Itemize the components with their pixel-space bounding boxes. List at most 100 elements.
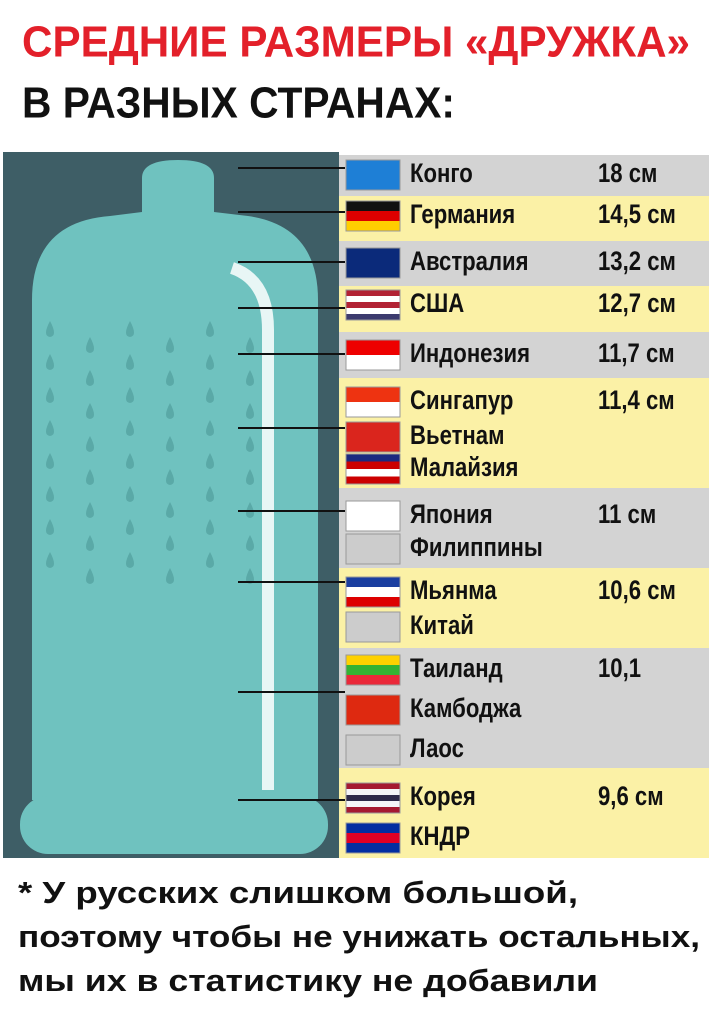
- country-name: Сингапур: [410, 386, 513, 416]
- spike: [246, 337, 254, 353]
- flag: [345, 500, 401, 532]
- group-band: [339, 196, 709, 241]
- flag: [345, 822, 401, 854]
- flag: [345, 654, 401, 686]
- country-name: Мьянма: [410, 576, 497, 606]
- flag: [345, 533, 401, 565]
- size-label: 18 см: [598, 159, 657, 189]
- flag-stripe: [346, 422, 400, 438]
- spike: [126, 387, 134, 403]
- size-label: 10,6 см: [598, 576, 676, 606]
- spike: [206, 486, 214, 502]
- flag-border: [345, 654, 401, 686]
- flag-stripe: [346, 296, 400, 303]
- spike: [246, 403, 254, 419]
- country-name: Япония: [410, 500, 493, 530]
- footnote-line: * У русских слишком большой,: [18, 875, 578, 910]
- group-band: [339, 241, 709, 286]
- flag: [345, 339, 401, 371]
- flag-stripe: [346, 290, 400, 297]
- group-band: [339, 378, 709, 488]
- spike: [246, 469, 254, 485]
- flag-stripe: [346, 783, 400, 790]
- spike: [206, 387, 214, 403]
- size-label: 11 см: [598, 500, 656, 530]
- flag-stripe: [346, 402, 400, 418]
- flag-stripe: [346, 655, 400, 666]
- spike: [206, 453, 214, 469]
- flag-stripe: [346, 314, 400, 321]
- flag-stripe: [346, 263, 400, 279]
- spike: [206, 552, 214, 568]
- country-name: Филиппины: [410, 533, 543, 563]
- flag-border: [345, 159, 401, 191]
- flag-stripe: [346, 807, 400, 814]
- flag-stripe: [346, 461, 400, 470]
- flag-stripe: [346, 221, 400, 232]
- spike: [46, 519, 54, 535]
- flag-border: [345, 533, 401, 565]
- country-name: Индонезия: [410, 339, 530, 369]
- flag: [345, 421, 401, 453]
- footnote-line: поэтому чтобы не унижать остальных,: [18, 919, 700, 954]
- country-name: Германия: [410, 200, 515, 230]
- flag-stripe: [346, 801, 400, 808]
- flag-border: [345, 339, 401, 371]
- spike: [46, 387, 54, 403]
- flag-stripe: [346, 735, 400, 766]
- flag: [345, 159, 401, 191]
- flag-stripe: [346, 469, 400, 477]
- spike: [246, 535, 254, 551]
- flag-stripe: [346, 387, 400, 403]
- spike: [166, 370, 174, 386]
- spike: [166, 403, 174, 419]
- spike: [166, 337, 174, 353]
- country-name: Конго: [410, 159, 473, 189]
- flag-border: [345, 822, 401, 854]
- group-band: [339, 332, 709, 378]
- group-band: [339, 648, 709, 768]
- flag-border: [345, 289, 401, 321]
- flag: [345, 247, 401, 279]
- flag-stripe: [346, 675, 400, 686]
- flag-border: [345, 200, 401, 232]
- flag-stripe: [346, 833, 400, 844]
- group-band: [339, 286, 709, 332]
- spike: [126, 354, 134, 370]
- flag-border: [345, 782, 401, 814]
- spikes: [46, 321, 254, 584]
- spike: [86, 403, 94, 419]
- flag: [345, 611, 401, 643]
- flag-stripe: [346, 516, 400, 532]
- spike: [126, 486, 134, 502]
- spike: [46, 552, 54, 568]
- country-name: Малайзия: [410, 453, 518, 483]
- flag-stripe: [346, 665, 400, 676]
- spike: [86, 337, 94, 353]
- spike: [46, 321, 54, 337]
- flag-border: [345, 421, 401, 453]
- group-band: [339, 768, 709, 858]
- size-label: 11,7 см: [598, 339, 675, 369]
- flag-stripe: [346, 695, 400, 711]
- spike: [166, 436, 174, 452]
- spike: [86, 436, 94, 452]
- spike: [246, 370, 254, 386]
- spike: [126, 420, 134, 436]
- spike: [46, 354, 54, 370]
- spike: [206, 321, 214, 337]
- flag-border: [345, 453, 401, 485]
- size-label: 9,6 см: [598, 782, 664, 812]
- spike: [206, 354, 214, 370]
- spike: [126, 519, 134, 535]
- group-band: [339, 568, 709, 648]
- flag-stripe: [346, 501, 400, 517]
- spike: [206, 519, 214, 535]
- flag-stripe: [346, 160, 400, 176]
- spike: [206, 420, 214, 436]
- country-name: Лаос: [410, 734, 464, 764]
- flag-stripe: [346, 597, 400, 608]
- flag-stripe: [346, 248, 400, 264]
- flag-stripe: [346, 534, 400, 565]
- flag-stripe: [346, 587, 400, 598]
